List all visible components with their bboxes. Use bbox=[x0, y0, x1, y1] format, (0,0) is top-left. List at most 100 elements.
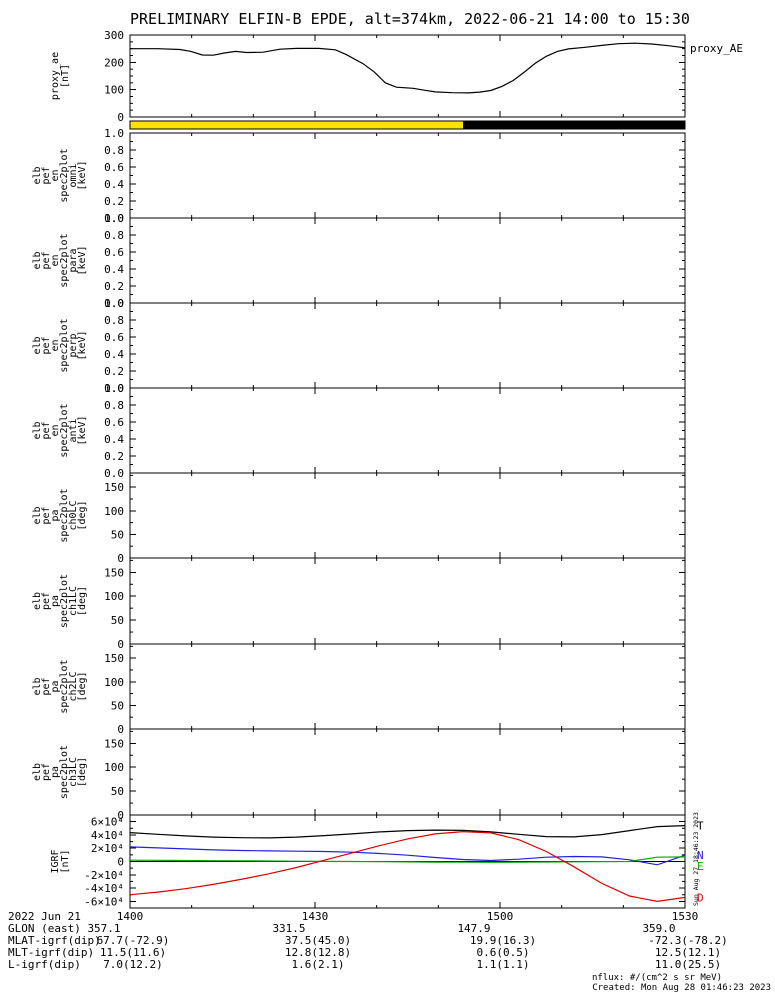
yaxis-label-pa_ch0: pef bbox=[41, 506, 52, 524]
proxy-ae-right-label: proxy_AE bbox=[690, 42, 743, 55]
series-line-D bbox=[129, 830, 686, 903]
yaxis-label-pa_ch2: pef bbox=[41, 677, 52, 695]
footer-value: 7.0(12.2) bbox=[103, 958, 163, 971]
ytick-label: 100 bbox=[104, 84, 124, 97]
yaxis-label-pa_ch3: elb bbox=[32, 763, 43, 781]
xaxis-tick-label: 1430 bbox=[301, 910, 329, 923]
yaxis-label-igrf: IGRF bbox=[50, 849, 61, 873]
panel-frame bbox=[129, 728, 686, 816]
yaxis-label-en_omni: [keV] bbox=[77, 160, 88, 190]
yaxis-label-en_para: elb bbox=[32, 251, 43, 269]
yaxis-label-en_omni: pef bbox=[41, 166, 52, 184]
ytick-label: 0.8 bbox=[104, 399, 124, 412]
footer-value: 147.9 bbox=[457, 922, 491, 935]
ytick-label: 100 bbox=[104, 761, 124, 774]
yaxis-label-en_para: spec2plot bbox=[59, 233, 70, 287]
footer-row-label: MLAT-igrf(dip) bbox=[8, 934, 101, 947]
yaxis-label-pa_ch0: [deg] bbox=[77, 500, 88, 530]
ytick-label: 0.8 bbox=[104, 314, 124, 327]
series-line-E bbox=[129, 856, 686, 863]
yaxis-label-en_perp: elb bbox=[32, 336, 43, 354]
orbit-bar-segment-1 bbox=[463, 121, 685, 129]
yaxis-label-pa_ch3: [deg] bbox=[77, 757, 88, 787]
yaxis-label-pa_ch3: spec2plot bbox=[59, 745, 70, 799]
footer-value: 11.5(11.6) bbox=[99, 946, 167, 959]
ytick-label: 150 bbox=[104, 737, 124, 750]
xaxis-tick-label: 1400 bbox=[116, 910, 144, 923]
yaxis-label-pa_ch2: elb bbox=[32, 677, 43, 695]
yaxis-label-proxy_ae: proxy_ae bbox=[50, 52, 61, 100]
panel-orbit_bar bbox=[129, 120, 686, 130]
ytick-label: 1.0 bbox=[104, 297, 124, 310]
ytick-label: 0 bbox=[117, 723, 124, 736]
ytick-label: 1.0 bbox=[104, 382, 124, 395]
yaxis-label-pa_ch2: pa bbox=[50, 680, 61, 692]
yaxis-label-pa_ch0: elb bbox=[32, 506, 43, 524]
ytick-label: 0.2 bbox=[104, 365, 124, 378]
yaxis-label-proxy_ae: [nT] bbox=[60, 64, 71, 88]
footer-row-label: L-igrf(dip) bbox=[8, 958, 81, 971]
yaxis-label-en_para: en bbox=[50, 254, 61, 266]
ytick-label: 50 bbox=[111, 785, 124, 798]
footer-row-mlt: MLT-igrf(dip) 11.5(11.6) 12.8(12.8) 0.6(… bbox=[0, 946, 775, 959]
yaxis-label-pa_ch1: spec2plot bbox=[59, 574, 70, 628]
footer-value: 0.6(0.5) bbox=[476, 946, 530, 959]
footer-row-label: MLT-igrf(dip) bbox=[8, 946, 95, 959]
yaxis-label-pa_ch0: ch0LC bbox=[68, 500, 79, 530]
yaxis-label-pa_ch3: pef bbox=[41, 763, 52, 781]
ytick-label: 0.4 bbox=[104, 263, 124, 276]
panel-frame bbox=[129, 643, 686, 730]
yaxis-label-pa_ch2: [deg] bbox=[77, 671, 88, 701]
footer-value: 37.5(45.0) bbox=[284, 934, 352, 947]
yaxis-label-pa_ch2: spec2plot bbox=[59, 659, 70, 713]
yaxis-label-en_para: para bbox=[68, 248, 79, 272]
ytick-label: 0.2 bbox=[104, 195, 124, 208]
ytick-label: 0.0 bbox=[104, 297, 124, 310]
igrf-series-label-N: N bbox=[697, 849, 704, 862]
yaxis-label-en_anti: spec2plot bbox=[59, 403, 70, 457]
ytick-label: 150 bbox=[104, 481, 124, 494]
ytick-label: 300 bbox=[104, 29, 124, 42]
yaxis-label-pa_ch3: pa bbox=[50, 766, 61, 778]
yaxis-label-pa_ch1: pa bbox=[50, 595, 61, 607]
ytick-label: 0.2 bbox=[104, 280, 124, 293]
plot-side-timestamp: Sun Aug 27 18:46:23 2023 bbox=[692, 812, 700, 906]
panel-proxy_ae: 300 200 100 0 proxy_ae [nT] bbox=[50, 29, 686, 124]
panel-frame bbox=[129, 557, 686, 645]
ytick-label: 2×10⁴ bbox=[91, 842, 124, 855]
created-timestamp: Created: Mon Aug 28 01:46:23 2023 bbox=[592, 983, 771, 993]
yaxis-label-igrf: [nT] bbox=[60, 849, 71, 873]
ytick-label: 0.8 bbox=[104, 229, 124, 242]
panel-en_para: 1.0 0.8 0.6 0.4 0.2 0.0 elbpefenspec2plotpara[… bbox=[32, 212, 686, 310]
ytick-label: 0.8 bbox=[104, 144, 124, 157]
ytick-label: 0.6 bbox=[104, 416, 124, 429]
ytick-label: -4×10⁴ bbox=[84, 882, 124, 895]
yaxis-label-en_perp: perp bbox=[68, 333, 79, 357]
ytick-label: 0.6 bbox=[104, 331, 124, 344]
ytick-label: 0.0 bbox=[104, 467, 124, 480]
ytick-label: 0.0 bbox=[104, 382, 124, 395]
footer-value: 67.7(-72.9) bbox=[96, 934, 170, 947]
footer-row-mlat: MLAT-igrf(dip) 67.7(-72.9) 37.5(45.0) 19… bbox=[0, 934, 775, 947]
yaxis-label-en_perp: [keV] bbox=[77, 330, 88, 360]
ytick-label: -2×10⁴ bbox=[84, 869, 124, 882]
series-line-proxy_ae bbox=[130, 42, 686, 94]
footer-value: 11.0(25.5) bbox=[654, 958, 722, 971]
footer-value: 12.8(12.8) bbox=[284, 946, 352, 959]
yaxis-label-en_anti: en bbox=[50, 424, 61, 436]
xaxis-date-row: 2022 Jun 21 1400 1430 1500 1530 bbox=[0, 910, 775, 923]
igrf-series-label-E: E bbox=[697, 860, 704, 873]
ytick-label: 50 bbox=[111, 528, 124, 541]
yaxis-label-pa_ch1: elb bbox=[32, 592, 43, 610]
yaxis-label-en_omni: elb bbox=[32, 166, 43, 184]
xaxis-tick-label: 1530 bbox=[671, 910, 699, 923]
ytick-label: 0.6 bbox=[104, 161, 124, 174]
footer-value: 357.1 bbox=[87, 922, 121, 935]
plot-title: PRELIMINARY ELFIN-B EPDE, alt=374km, 202… bbox=[130, 10, 690, 28]
yaxis-label-en_perp: pef bbox=[41, 336, 52, 354]
ytick-label: 50 bbox=[111, 699, 124, 712]
ytick-label: 0 bbox=[117, 638, 124, 651]
